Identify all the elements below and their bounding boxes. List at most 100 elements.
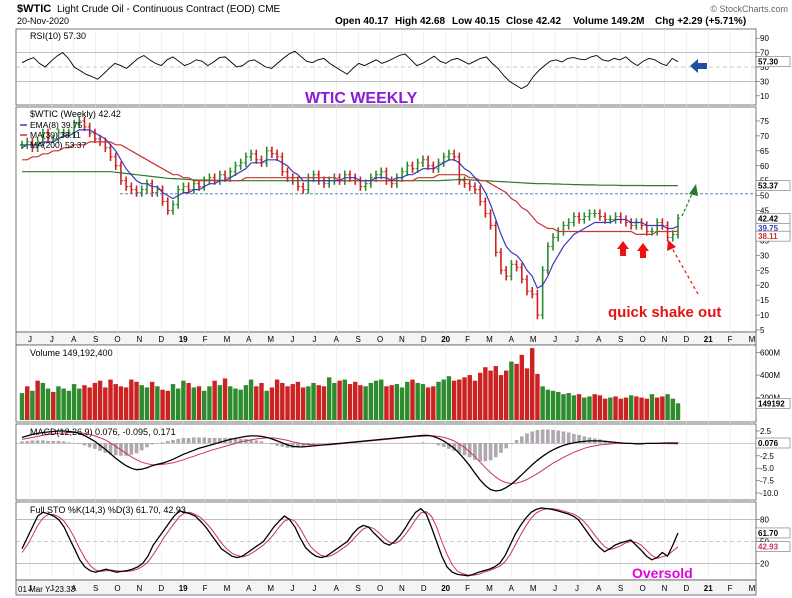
macd-hist-bar-77 — [421, 442, 425, 444]
month-label-top-25: J — [575, 335, 579, 344]
price-tick-label-0: 75 — [760, 117, 769, 126]
volume-bar-126 — [675, 403, 681, 420]
volume-bar-52 — [290, 384, 295, 420]
month-label-bottom-28: O — [639, 584, 645, 593]
rsi-tick-label-4: 10 — [760, 92, 769, 101]
macd-hist-bar-0 — [20, 441, 24, 444]
price-tick-label-11: 20 — [760, 281, 769, 290]
macd-hist-bar-8 — [61, 441, 66, 444]
volume-bar-49 — [274, 379, 280, 420]
volume-bar-90 — [488, 370, 493, 420]
month-label-top-14: A — [334, 335, 340, 344]
macd-value-tag-bg — [755, 437, 791, 449]
macd-hist-bar-4 — [41, 440, 45, 444]
macd-hist-bar-48 — [270, 443, 274, 445]
header: $WTIC Light Crude Oil - Continuous Contr… — [17, 3, 788, 27]
volume-bar-53 — [295, 381, 301, 420]
volume-bar-110 — [592, 394, 597, 420]
volume-bar-79 — [431, 386, 436, 420]
ma200-legend-text: MA(200) 53.37 — [30, 140, 86, 150]
volume-bar-87 — [472, 380, 478, 420]
volume-bar-6 — [51, 391, 56, 420]
volume-bar-82 — [446, 376, 452, 420]
volume-bar-66 — [363, 386, 368, 420]
month-label-top-16: O — [377, 335, 383, 344]
price-panel — [15, 106, 757, 333]
volume-bar-7 — [56, 386, 61, 420]
volume-bar-47 — [264, 390, 269, 420]
volume-bar-59 — [326, 377, 332, 420]
volume-bar-13 — [87, 387, 92, 420]
macd-hist-bar-50 — [280, 443, 285, 447]
month-label-bottom-16: O — [377, 584, 383, 593]
macd-hist-bar-92 — [499, 443, 503, 453]
header-volume: Volume 149.2M — [573, 16, 645, 27]
target-arrowhead-icon — [689, 184, 698, 196]
volume-bar-44 — [248, 379, 254, 420]
volume-bar-101 — [545, 389, 551, 420]
macd-hist-bar-28 — [165, 440, 170, 444]
month-label-top-30: D — [683, 335, 689, 344]
volume-bar-71 — [389, 385, 394, 420]
rsi-legend-text: RSI(10) 57.30 — [30, 31, 86, 41]
volume-bar-83 — [451, 380, 457, 420]
macd-hist-bar-53 — [296, 443, 300, 448]
volume-bar-122 — [654, 397, 660, 420]
ma200-value-tag: 53.37 — [758, 182, 779, 191]
sto-d-value-tag: 42.93 — [758, 543, 779, 552]
volume-bar-24 — [144, 387, 150, 420]
macd-tick-label-3: -5.0 — [760, 464, 774, 473]
month-label-bottom-0: J — [28, 584, 32, 593]
annotation-markers — [617, 59, 707, 295]
macd-hist-bar-24 — [145, 443, 149, 448]
price-tick-label-14: 5 — [760, 326, 765, 335]
month-label-bottom-14: A — [334, 584, 340, 593]
macd-hist-bar-41 — [233, 438, 238, 444]
volume-bar-2 — [30, 390, 35, 420]
macd-hist-bar-87 — [473, 443, 477, 460]
price-tick-label-10: 25 — [760, 266, 769, 275]
month-label-top-24: J — [553, 335, 557, 344]
macd-hist-bar-9 — [67, 442, 71, 444]
macd-hist-bar-102 — [551, 429, 555, 444]
volume-bar-60 — [332, 382, 337, 420]
ma30-legend-text: MA(30) 38.11 — [30, 130, 81, 140]
red-up-arrow-icon-2 — [637, 243, 649, 258]
rsi-value-tag: 57.30 — [758, 58, 779, 67]
header-date: 20-Nov-2020 — [17, 16, 69, 26]
volume-bar-106 — [571, 395, 577, 420]
volume-bar-111 — [597, 395, 603, 420]
ma30-value-tag-bg — [755, 230, 791, 242]
month-label-top-0: J — [28, 335, 32, 344]
rsi-value-tag-bg — [755, 56, 791, 67]
macd-hist-bar-84 — [457, 443, 462, 453]
month-label-top-3: S — [93, 335, 98, 344]
volume-bar-15 — [97, 380, 103, 420]
month-label-top-2: A — [71, 335, 77, 344]
volume-bar-17 — [108, 379, 113, 420]
macd-value-tag: 0.076 — [758, 439, 779, 448]
shakeout-pointer-arrowhead-icon — [667, 240, 676, 251]
month-label-top-20: F — [465, 335, 470, 344]
month-label-top-27: S — [618, 335, 623, 344]
volume-bar-25 — [149, 381, 155, 420]
macd-hist-bar-1 — [25, 440, 30, 444]
macd-hist-bar-52 — [290, 443, 295, 448]
volume-bar-116 — [623, 397, 629, 420]
month-label-top-22: A — [509, 335, 515, 344]
macd-tick-label-2: -2.5 — [760, 452, 774, 461]
sto-d-value-tag-bg — [755, 541, 791, 552]
macd-hist-bar-82 — [447, 443, 451, 449]
header-close: Close 42.42 — [506, 16, 561, 27]
month-label-bottom-23: M — [530, 584, 537, 593]
volume-bar-94 — [509, 361, 514, 420]
month-label-bottom-13: J — [312, 584, 316, 593]
volume-bar-1 — [24, 386, 30, 420]
macd-hist-bar-35 — [202, 437, 207, 444]
bottom-left-label: 01 Mar Y -23.33 — [18, 585, 76, 594]
volume-bar-30 — [175, 388, 181, 420]
volume-bar-76 — [415, 382, 420, 420]
header-symbol: $WTIC — [17, 3, 51, 15]
month-label-top-12: J — [291, 335, 295, 344]
